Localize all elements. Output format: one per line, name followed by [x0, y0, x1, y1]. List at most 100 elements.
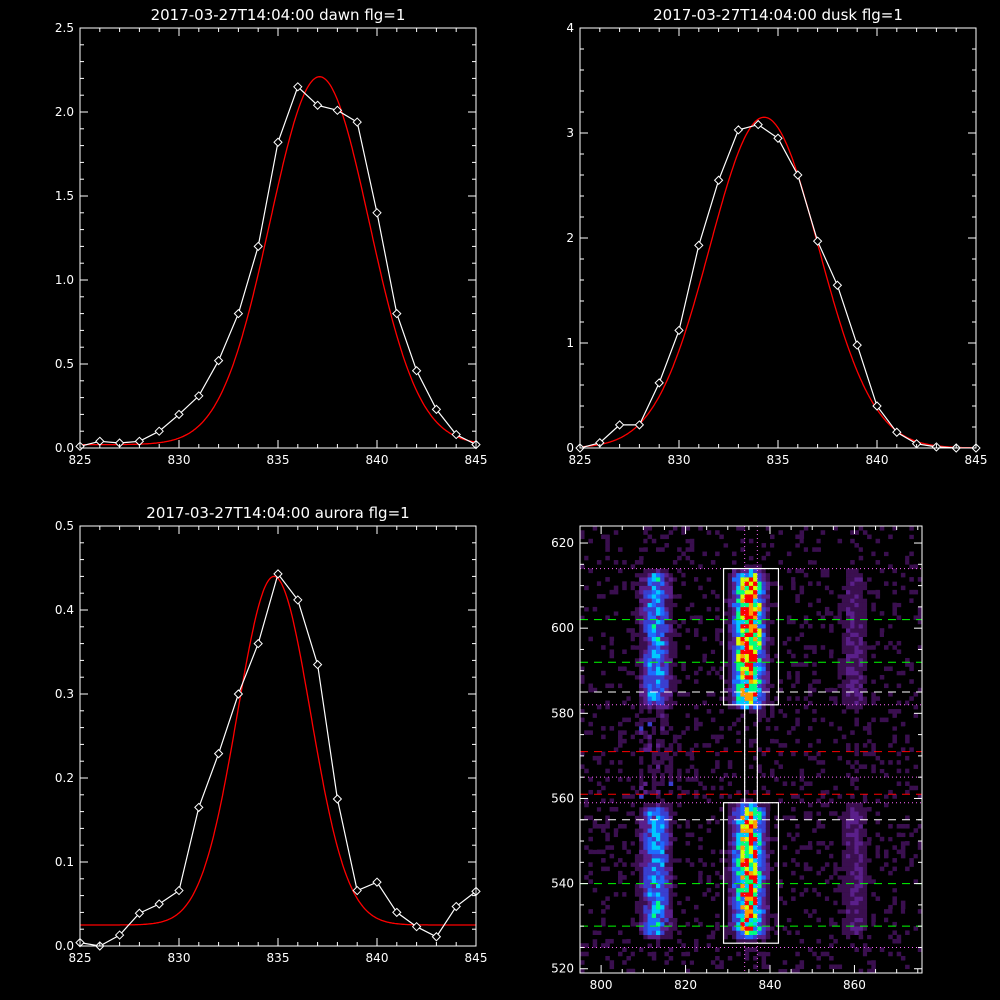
heatmap-cell: [862, 640, 868, 646]
heatmap-cell: [867, 841, 872, 846]
heatmap-cell: [833, 845, 838, 850]
heatmap-cell: [744, 700, 750, 706]
heatmap-cell: [846, 760, 851, 765]
heatmap-cell: [761, 849, 767, 855]
heatmap-cell: [854, 666, 859, 672]
heatmap-cell: [748, 824, 754, 829]
heatmap-cell: [664, 938, 669, 944]
heatmap-cell: [837, 828, 843, 833]
heatmap-cell: [884, 789, 889, 795]
heatmap-cell: [668, 777, 674, 782]
heatmap-cell: [710, 726, 716, 731]
heatmap-cell: [748, 526, 754, 531]
heatmap-cell: [753, 700, 758, 706]
heatmap-cell: [795, 824, 800, 829]
heatmap-cell: [622, 772, 627, 778]
heatmap-cell: [723, 858, 729, 863]
heatmap-cell: [668, 572, 674, 578]
data-point-marker: [694, 240, 704, 251]
y-tick-label: 520: [551, 962, 574, 976]
heatmap-cell: [664, 721, 669, 727]
heatmap-cell: [689, 955, 695, 961]
heatmap-cell: [677, 628, 682, 633]
heatmap-cell: [634, 909, 640, 914]
heatmap-cell: [812, 755, 817, 761]
heatmap-cell: [791, 726, 796, 731]
heatmap-cell: [601, 828, 606, 833]
heatmap-cell: [647, 841, 653, 846]
heatmap-cell: [643, 845, 648, 850]
heatmap-cell: [753, 887, 758, 893]
heatmap-cell: [710, 717, 716, 723]
heatmap-cell: [723, 811, 729, 816]
heatmap-cell: [702, 653, 707, 659]
heatmap-cell: [677, 692, 682, 697]
heatmap-cell: [664, 675, 669, 680]
heatmap-cell: [917, 721, 923, 727]
heatmap-cell: [748, 594, 754, 599]
heatmap-cell: [816, 806, 821, 812]
heatmap-cell: [744, 849, 750, 855]
heatmap-cell: [867, 930, 872, 935]
heatmap-cell: [812, 547, 817, 552]
heatmap-cell: [799, 768, 805, 774]
heatmap-cell: [719, 934, 724, 940]
heatmap-cell: [913, 721, 919, 727]
heatmap-cell: [884, 802, 889, 808]
heatmap-cell: [837, 640, 843, 646]
heatmap-cell: [816, 547, 821, 552]
heatmap-cell: [664, 904, 669, 910]
heatmap-cell: [892, 581, 897, 586]
heatmap-cell: [875, 670, 881, 676]
heatmap-cell: [634, 623, 640, 629]
heatmap-cell: [605, 896, 610, 901]
fit-curve: [80, 76, 476, 446]
heatmap-cell: [846, 858, 851, 863]
heatmap-cell: [736, 666, 741, 672]
heatmap-cell: [702, 636, 707, 642]
heatmap-cell: [871, 892, 876, 897]
heatmap-cell: [622, 845, 627, 850]
heatmap-cell: [837, 755, 843, 761]
heatmap-cell: [613, 589, 619, 595]
heatmap-cell: [913, 785, 919, 791]
heatmap-cell: [668, 585, 674, 591]
heatmap-cell: [664, 696, 669, 701]
heatmap-cell: [592, 828, 598, 833]
heatmap-cell: [753, 615, 758, 620]
heatmap-cell: [630, 602, 636, 608]
heatmap-cell: [706, 934, 712, 940]
heatmap-cell: [757, 951, 762, 957]
heatmap-cell: [770, 649, 775, 655]
heatmap-cell: [630, 628, 636, 633]
heatmap-cell: [639, 947, 644, 953]
heatmap-cell: [748, 917, 754, 923]
heatmap-cell: [740, 564, 745, 569]
heatmap-cell: [753, 581, 758, 586]
heatmap-cell: [660, 636, 665, 642]
heatmap-cell: [841, 713, 847, 718]
heatmap-cell: [664, 858, 669, 863]
heatmap-cell: [841, 819, 847, 825]
heatmap-cell: [656, 943, 661, 948]
heatmap-cell: [740, 696, 745, 701]
heatmap-cell: [664, 568, 669, 574]
heatmap-cell: [837, 726, 843, 731]
heatmap-cell: [900, 955, 906, 961]
heatmap-cell: [753, 594, 758, 599]
heatmap-cell: [634, 841, 640, 846]
heatmap-cell: [905, 921, 910, 927]
heatmap-cell: [719, 534, 724, 540]
heatmap-cell: [736, 747, 741, 752]
heatmap-cell: [634, 913, 640, 918]
heatmap-cell: [862, 598, 868, 603]
heatmap-cell: [630, 802, 636, 808]
heatmap-cell: [778, 870, 783, 876]
heatmap-cell: [689, 649, 695, 655]
heatmap-cell: [681, 619, 686, 625]
heatmap-cell: [618, 824, 623, 829]
heatmap-cell: [786, 649, 792, 655]
heatmap-cell: [757, 585, 762, 591]
heatmap-cell: [634, 585, 640, 591]
heatmap-cell: [732, 615, 737, 620]
